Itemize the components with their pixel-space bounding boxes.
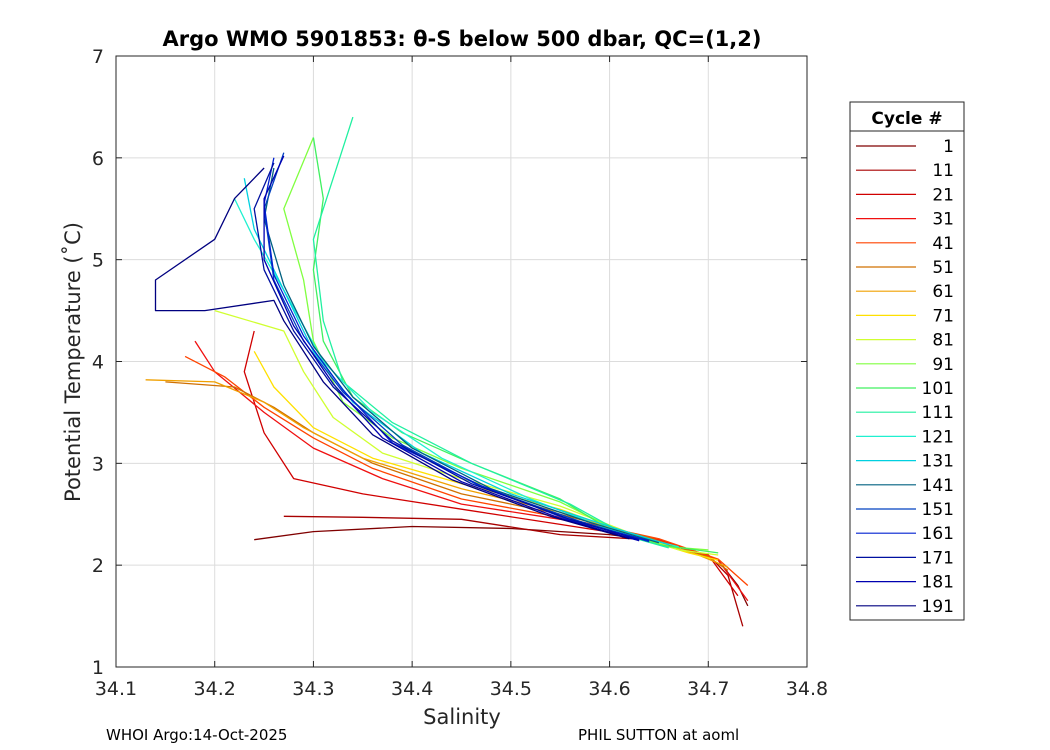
y-tick-label: 1 — [92, 657, 104, 679]
series-group — [145, 116, 749, 627]
grid — [116, 56, 807, 667]
y-tick-label: 2 — [92, 555, 104, 577]
legend-label: 61 — [932, 282, 954, 302]
x-axis-label: Salinity — [423, 705, 501, 729]
legend-label: 131 — [922, 452, 954, 472]
legend-label: 11 — [932, 161, 954, 181]
x-tick-label: 34.3 — [292, 678, 334, 700]
legend-label: 91 — [932, 355, 954, 375]
footer-left: WHOI Argo:14-Oct-2025 — [106, 726, 287, 744]
legend-entries: 1112131415161718191101111121131141151161… — [856, 137, 954, 617]
legend-label: 151 — [922, 500, 954, 520]
y-tick-label: 3 — [92, 453, 104, 475]
y-tick-label: 7 — [92, 46, 104, 68]
series-line-cycle-111 — [312, 116, 669, 549]
legend-label: 71 — [932, 306, 954, 326]
series-line-cycle-191 — [154, 167, 630, 540]
x-tick-label: 34.1 — [95, 678, 137, 700]
y-tick-label: 5 — [92, 250, 104, 272]
x-tick-label: 34.4 — [391, 678, 433, 700]
y-tick-label: 6 — [92, 148, 104, 170]
series-line-cycle-11 — [283, 515, 744, 627]
legend-label: 41 — [932, 234, 954, 254]
legend-label: 101 — [922, 379, 954, 399]
series-line-cycle-181 — [263, 155, 640, 542]
legend-label: 81 — [932, 331, 954, 351]
legend-label: 121 — [922, 427, 954, 447]
x-tick-label: 34.7 — [687, 678, 729, 700]
legend-label: 191 — [922, 597, 954, 617]
chart-title: Argo WMO 5901853: θ-S below 500 dbar, QC… — [163, 27, 762, 51]
legend-title: Cycle # — [871, 109, 942, 129]
series-line-cycle-171 — [253, 162, 640, 541]
legend-label: 161 — [922, 524, 954, 544]
series-line-cycle-151 — [263, 152, 650, 543]
legend-label: 181 — [922, 573, 954, 593]
y-axis-label: Potential Temperature (˚C) — [61, 222, 85, 502]
x-tick-label: 34.8 — [786, 678, 828, 700]
legend-label: 31 — [932, 210, 954, 230]
tick-group: 34.1 34.2 34.3 34.4 34.5 34.6 34.7 34.8 1 2 3 4 5 6 7 — [92, 46, 828, 700]
x-tick-label: 34.6 — [588, 678, 630, 700]
y-tick-label: 4 — [92, 352, 104, 374]
legend-label: 141 — [922, 476, 954, 496]
x-tick-label: 34.5 — [490, 678, 532, 700]
legend-label: 1 — [943, 137, 954, 157]
series-line-cycle-141 — [263, 167, 660, 544]
footer-right: PHIL SUTTON at aoml — [578, 726, 739, 744]
series-line-cycle-1 — [254, 525, 749, 607]
legend-label: 21 — [932, 185, 954, 205]
legend-label: 51 — [932, 258, 954, 278]
legend: Cycle # 11121314151617181911011111211311… — [849, 101, 965, 621]
legend-label: 111 — [922, 403, 954, 423]
x-tick-label: 34.2 — [194, 678, 236, 700]
legend-label: 171 — [922, 548, 954, 568]
